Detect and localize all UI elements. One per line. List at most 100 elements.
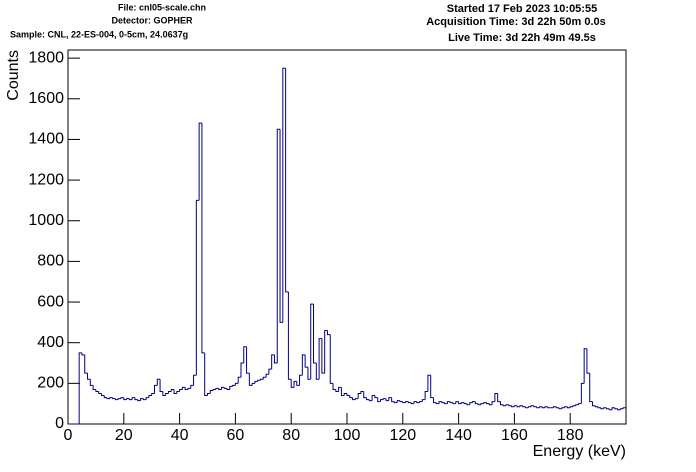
histogram-bin (145, 397, 149, 400)
histogram-bin (499, 401, 504, 406)
histogram-bin (223, 387, 228, 389)
histogram-bin (148, 395, 152, 398)
histogram-bin (354, 398, 359, 400)
histogram-bin (346, 393, 350, 397)
histogram-bin (469, 402, 473, 405)
histogram-bin (279, 129, 283, 323)
histogram-bin (87, 373, 91, 380)
histogram-bin (449, 401, 454, 404)
histogram-bin (544, 406, 548, 408)
histogram-bin (285, 68, 289, 293)
histogram-bin (619, 408, 624, 410)
histogram-bin (522, 405, 526, 408)
histogram-bin (385, 398, 389, 402)
histogram-bin (226, 388, 230, 390)
histogram-bin (419, 401, 423, 403)
y-tick-label: 1400 (28, 131, 64, 148)
histogram-bin (142, 398, 147, 401)
histogram-bin (622, 407, 626, 409)
histogram-bin (207, 393, 211, 396)
histogram-bin (131, 397, 135, 400)
histogram-bin (234, 382, 239, 386)
start-label: Started 17 Feb 2023 10:05:55 (447, 3, 597, 15)
histogram-bin (391, 397, 395, 403)
histogram-bin (539, 406, 543, 408)
histogram-bin (257, 379, 261, 382)
histogram-bin (349, 395, 353, 399)
histogram-bin (181, 386, 186, 390)
histogram-bin (326, 330, 331, 336)
y-axis-title: Counts (5, 50, 22, 101)
histogram-bin (536, 406, 540, 409)
histogram-bin (265, 373, 269, 378)
histogram-bin (555, 406, 560, 409)
histogram-bin (229, 385, 233, 390)
histogram-bin (307, 367, 311, 380)
histogram-bin (335, 389, 339, 392)
histogram-bin (572, 405, 576, 407)
histogram-bin (513, 405, 518, 407)
histogram-bin (580, 382, 585, 404)
histogram-bin (95, 389, 99, 392)
histogram-bin (399, 400, 403, 403)
histogram-bin (218, 388, 222, 390)
histogram-bin (315, 363, 320, 380)
histogram-bin (156, 378, 161, 386)
histogram-bin (583, 348, 587, 384)
histogram-bin (452, 402, 456, 405)
histogram-bin (304, 354, 308, 368)
histogram-bin (162, 391, 166, 397)
histogram-bin (248, 373, 253, 386)
histogram-bin (114, 398, 119, 401)
histogram-bin (552, 406, 557, 408)
x-tick-label: 60 (227, 427, 245, 444)
y-tick-label: 1800 (28, 49, 64, 66)
histogram-bin (84, 354, 88, 374)
histogram-bin (427, 374, 431, 392)
histogram-bin (558, 407, 562, 410)
histogram-bin (117, 398, 122, 400)
histogram-bin (296, 381, 300, 386)
histogram-bin (251, 382, 255, 386)
histogram-bin (276, 128, 281, 364)
histogram-bin (103, 395, 108, 399)
histogram-bin (488, 403, 493, 406)
histogram-bin (396, 400, 401, 403)
histogram-bin (402, 401, 406, 404)
histogram-bin (209, 389, 214, 394)
histogram-bin (592, 401, 596, 407)
histogram-bin (98, 391, 102, 395)
histogram-bin (547, 406, 551, 409)
x-tick-label: 140 (445, 427, 472, 444)
histogram-bin (128, 398, 133, 401)
histogram-bin (184, 387, 188, 390)
histogram-bin (290, 379, 294, 388)
histogram-bin (614, 407, 618, 410)
x-tick-label: 40 (171, 427, 189, 444)
histogram-bin (268, 368, 272, 375)
y-tick-label: 600 (37, 293, 64, 310)
file-label: File: cnl05-scale.chn (118, 2, 206, 12)
histogram-bin (134, 397, 138, 401)
histogram-bin (215, 387, 219, 390)
x-tick-label: 120 (389, 427, 416, 444)
histogram-bin (413, 401, 417, 404)
histogram-bin (603, 407, 607, 409)
histogram-bin (416, 401, 420, 404)
histogram-bin (374, 395, 378, 399)
histogram-bin (519, 405, 523, 407)
histogram-bin (497, 393, 501, 403)
histogram-bin (140, 398, 144, 401)
histogram-bin (502, 404, 507, 407)
histogram-bin (611, 407, 615, 410)
histogram-bin (198, 122, 202, 201)
histogram-bin (123, 397, 127, 401)
histogram-bin (324, 330, 328, 374)
histogram-bin (193, 374, 197, 386)
histogram-bin (486, 402, 490, 405)
histogram-bin (165, 393, 169, 396)
histogram-bin (190, 384, 194, 389)
histogram-bin (382, 398, 387, 400)
histogram-bin (605, 407, 610, 410)
